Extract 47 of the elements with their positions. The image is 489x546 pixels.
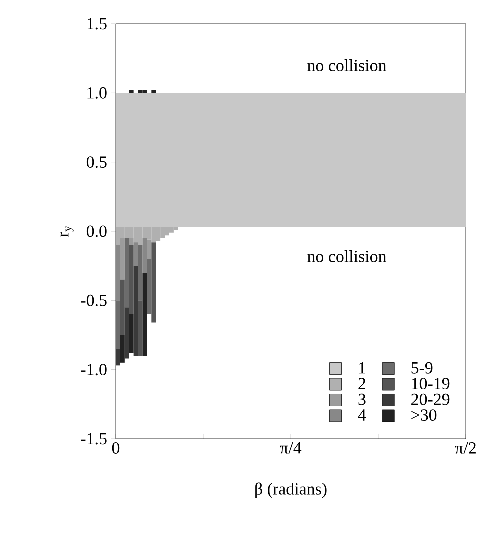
y-tick-label: -1.5 <box>81 433 107 445</box>
legend-label: 20-29 <box>412 394 450 406</box>
bar <box>147 240 152 260</box>
legend-label: >30 <box>412 410 437 422</box>
annotation: no collision <box>308 250 387 262</box>
bar <box>129 90 134 94</box>
bar <box>129 314 134 354</box>
bar <box>134 266 138 356</box>
bar <box>142 90 148 94</box>
y-tick-label: 0.0 <box>86 226 107 238</box>
bar <box>120 280 125 336</box>
y-axis-title: r$_{y}$ <box>60 226 74 238</box>
y-tick-label: 1.5 <box>88 18 107 30</box>
bar <box>138 300 143 356</box>
bar <box>142 238 148 273</box>
x-tick-label: π/4 <box>280 442 302 454</box>
bar <box>124 238 130 308</box>
x-tick-label: 0 <box>112 442 120 454</box>
y-tick-label: 1.0 <box>88 87 107 99</box>
bar <box>129 238 134 246</box>
legend-label: 5-9 <box>412 362 433 374</box>
bar <box>120 335 125 363</box>
bar <box>134 242 138 266</box>
annotation: no collision <box>308 60 387 72</box>
legend-label: 1 <box>359 362 366 374</box>
bar <box>174 227 178 230</box>
y-tick-label: -1.0 <box>81 364 107 376</box>
bar <box>116 300 120 350</box>
bar <box>147 259 152 314</box>
legend-label: 3 <box>358 394 366 406</box>
bar <box>152 90 156 94</box>
y-tick-label: 0.5 <box>86 156 107 168</box>
legend-label: 2 <box>358 378 366 390</box>
bar <box>129 245 134 314</box>
x-axis-title: β (radians) <box>256 482 327 498</box>
x-tick-label: π/2 <box>455 442 476 454</box>
legend-label: 4 <box>358 410 366 421</box>
bar <box>142 272 148 356</box>
bar <box>138 227 143 246</box>
legend-label: 10-19 <box>412 378 450 390</box>
bar <box>116 349 120 366</box>
y-tick-label: -0.5 <box>81 294 107 306</box>
bar <box>120 238 125 280</box>
bar <box>134 227 138 243</box>
bar <box>116 245 120 301</box>
bar <box>152 242 156 323</box>
bar <box>124 308 130 359</box>
